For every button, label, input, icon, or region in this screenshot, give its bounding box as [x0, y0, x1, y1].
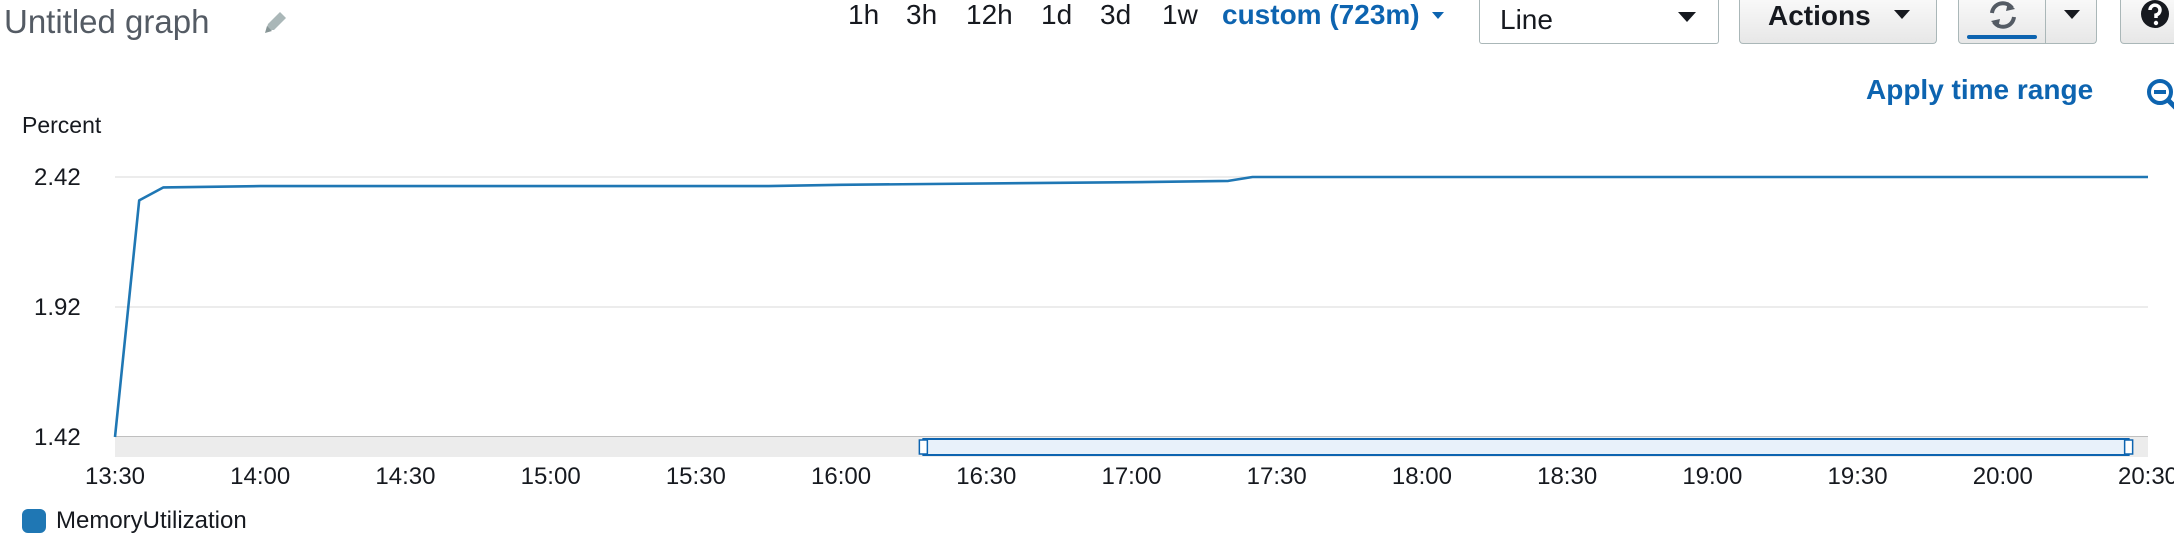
refresh-button[interactable] [1958, 0, 2046, 44]
grid-lines [115, 176, 2148, 457]
selection-handle[interactable] [918, 439, 929, 455]
x-tick-label: 16:00 [811, 463, 871, 490]
zoom-out-icon[interactable] [2146, 78, 2174, 112]
range-3h[interactable]: 3h [906, 0, 938, 30]
graph-type-select[interactable]: Line [1479, 0, 1719, 44]
selection-range[interactable] [922, 438, 2130, 456]
line-chart[interactable]: Percent 1.42 1.92 2.42 13:30 14:00 14:30 15:0… [0, 100, 2174, 500]
time-selection-window[interactable] [918, 438, 2134, 456]
x-tick-label: 14:00 [230, 463, 290, 490]
refresh-icon [1990, 1, 2016, 29]
range-custom[interactable]: custom (723m) [1222, 0, 1420, 30]
actions-button[interactable]: Actions [1739, 0, 1937, 44]
legend-swatch[interactable] [22, 509, 46, 533]
x-tick-label: 15:00 [521, 463, 581, 490]
x-tick-label: 18:00 [1392, 463, 1452, 490]
help-button[interactable] [2120, 0, 2174, 44]
x-tick-label: 16:30 [956, 463, 1016, 490]
series-line[interactable] [113, 175, 2148, 438]
caret-down-icon [1678, 12, 1696, 22]
pencil-icon[interactable] [262, 8, 290, 36]
x-tick-label: 19:00 [1682, 463, 1742, 490]
y-tick-label: 2.42 [34, 164, 81, 191]
refresh-interval-dropdown[interactable] [2045, 0, 2097, 44]
x-tick-label: 20:00 [1973, 463, 2033, 490]
x-tick-label: 18:30 [1537, 463, 1597, 490]
apply-time-range-link[interactable]: Apply time range [1866, 74, 2094, 105]
caret-down-icon [1894, 10, 1910, 19]
selection-handle[interactable] [2123, 439, 2134, 455]
caret-down-icon [2064, 10, 2080, 19]
x-tick-label: 20:30 [2118, 463, 2174, 490]
caret-down-icon[interactable] [1432, 10, 1444, 20]
range-3d[interactable]: 3d [1100, 0, 1132, 30]
x-tick-label: 17:00 [1101, 463, 1161, 490]
y-axis-ticks: 1.42 1.92 2.42 [34, 164, 81, 451]
x-tick-label: 19:30 [1828, 463, 1888, 490]
x-tick-label: 13:30 [85, 463, 145, 490]
y-axis-label: Percent [22, 112, 102, 138]
range-1d[interactable]: 1d [1041, 0, 1073, 30]
actions-label: Actions [1768, 0, 1871, 31]
x-axis-ticks: 13:30 14:00 14:30 15:00 15:30 16:00 16:30 17:00… [85, 463, 2174, 490]
help-icon [2141, 0, 2169, 28]
legend: MemoryUtilization [22, 506, 247, 536]
x-tick-label: 14:30 [375, 463, 435, 490]
range-1h[interactable]: 1h [848, 0, 880, 30]
range-1w[interactable]: 1w [1162, 0, 1198, 30]
y-tick-label: 1.92 [34, 294, 81, 321]
series-layer [113, 175, 2148, 438]
x-tick-label: 17:30 [1247, 463, 1307, 490]
x-tick-label: 15:30 [666, 463, 726, 490]
legend-label[interactable]: MemoryUtilization [56, 507, 247, 534]
refresh-progress-bar [1967, 35, 2037, 39]
graph-type-value: Line [1500, 4, 1553, 35]
range-12h[interactable]: 12h [966, 0, 1013, 30]
y-tick-label: 1.42 [34, 424, 81, 451]
graph-title[interactable]: Untitled graph [4, 3, 210, 40]
